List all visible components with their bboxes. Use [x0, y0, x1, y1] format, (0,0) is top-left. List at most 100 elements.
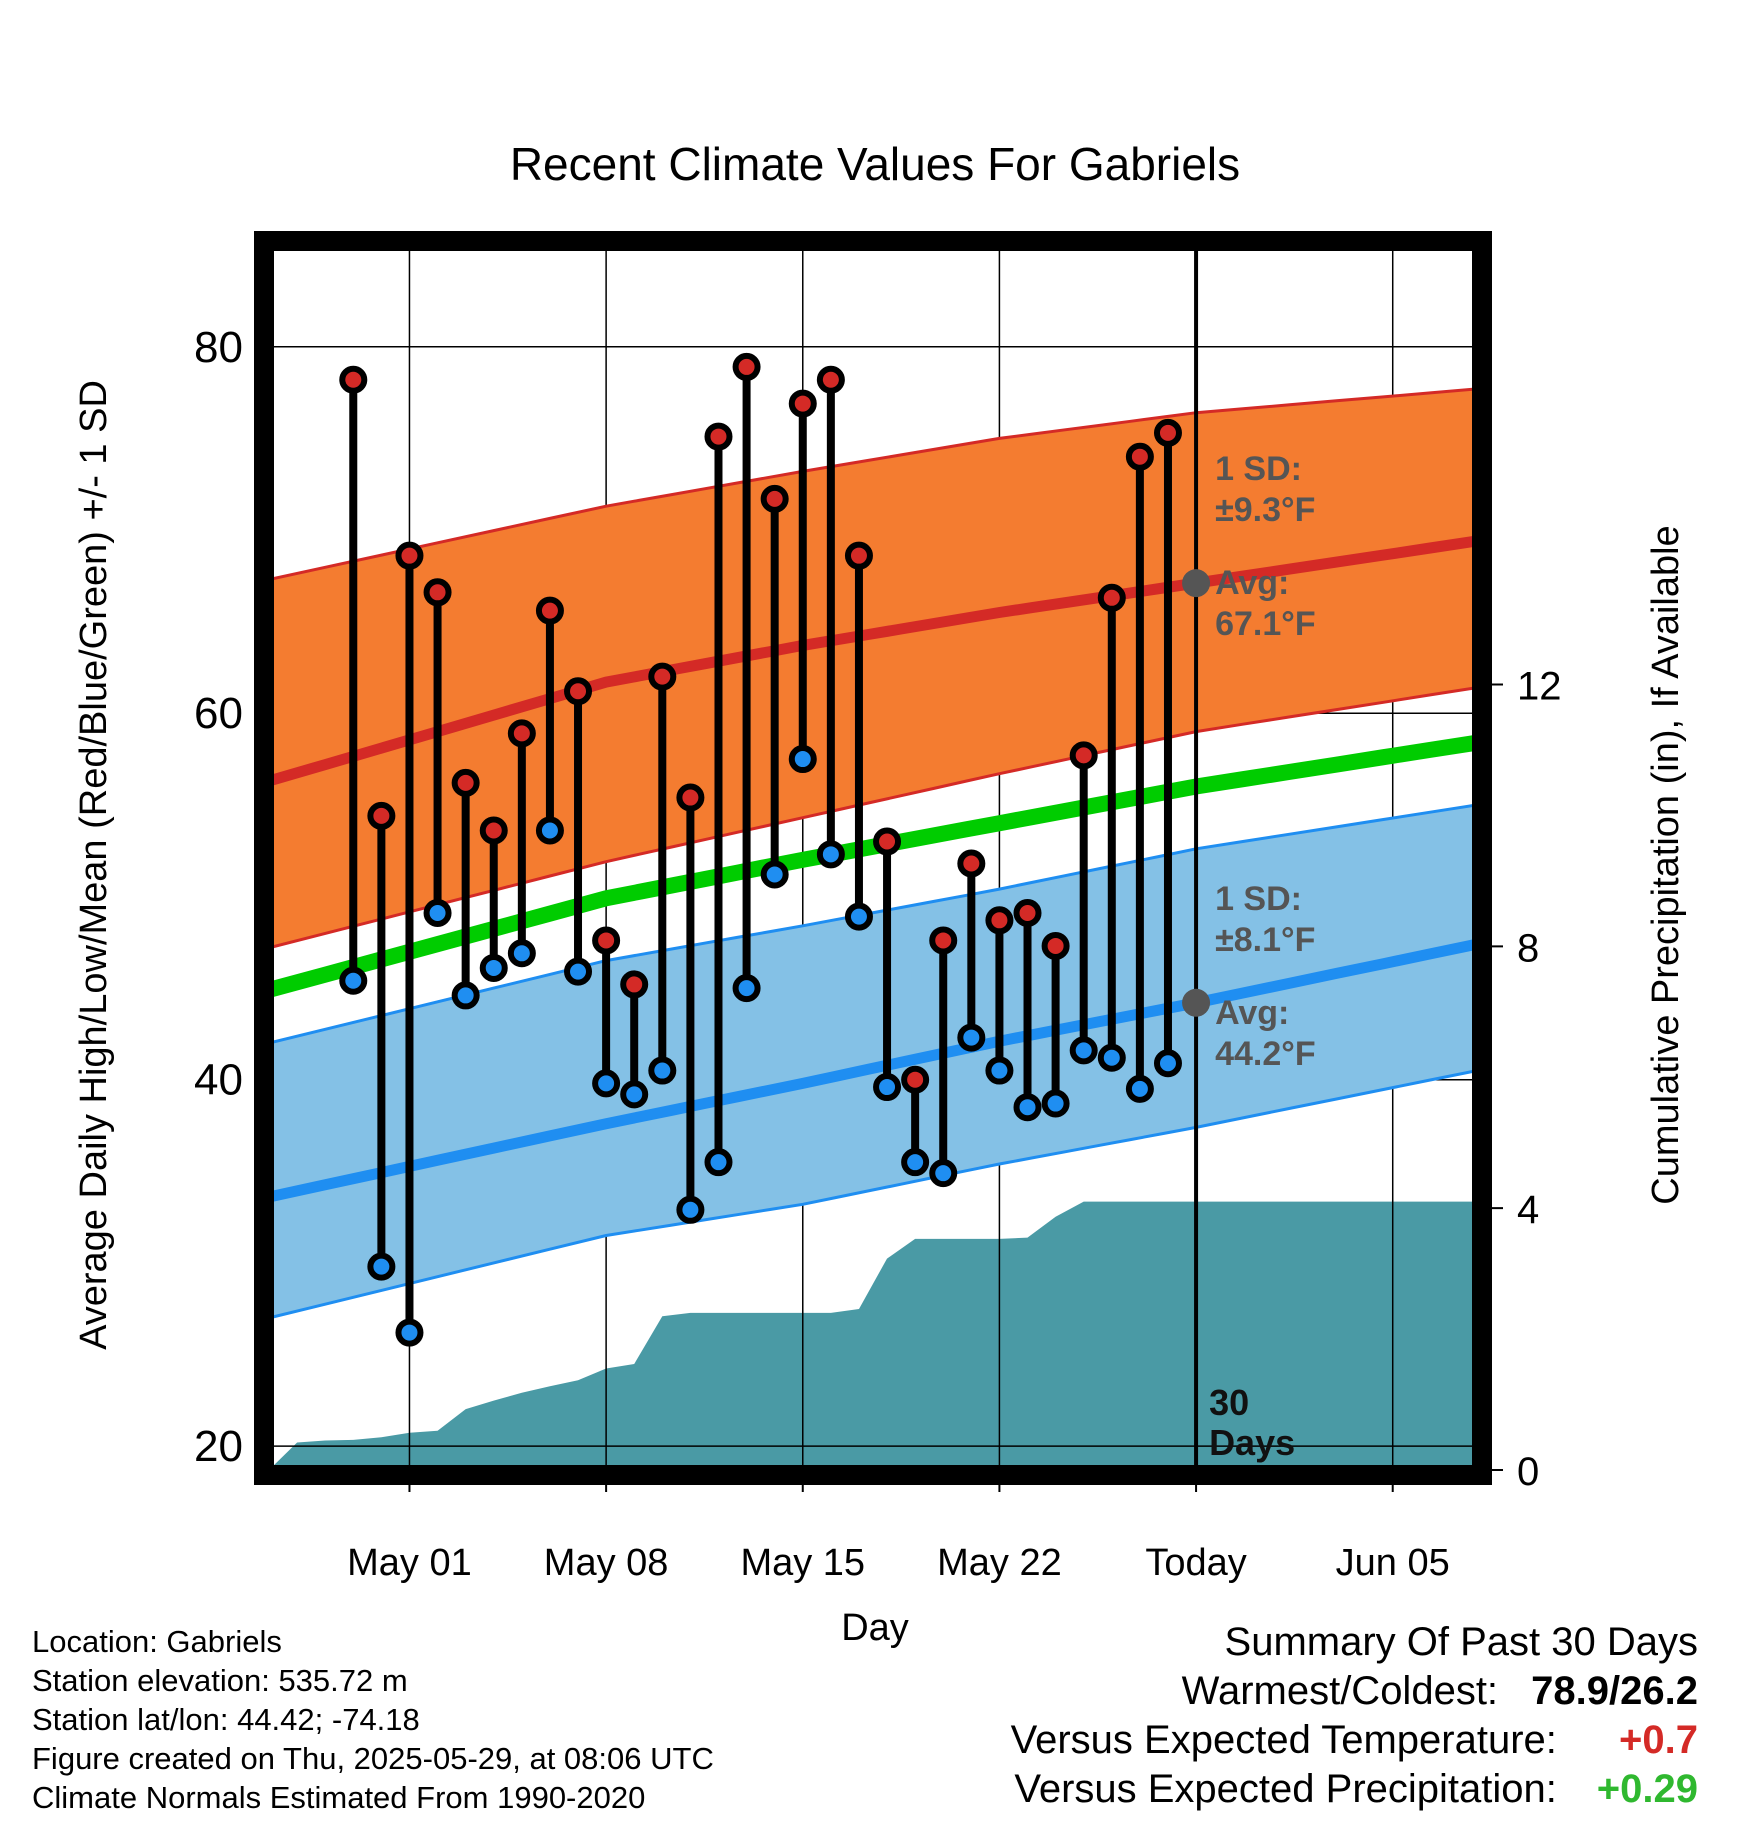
high-point	[620, 970, 649, 999]
temp-versus-label: Versus Expected Temperature:	[1010, 1718, 1557, 1762]
warmest-coldest-label: Warmest/Coldest:	[1181, 1669, 1499, 1713]
high-point	[985, 906, 1014, 935]
x-tick-label: May 15	[740, 1542, 865, 1584]
low-point	[564, 957, 593, 986]
high-point	[395, 541, 424, 570]
high-point	[1069, 741, 1098, 770]
x-tick-label: May 22	[937, 1542, 1062, 1584]
y2-axis-label: Cumulative Precipitation (in), If Availa…	[1645, 525, 1687, 1204]
low-point	[704, 1148, 733, 1177]
high-point	[788, 389, 817, 418]
y-tick-label: 40	[194, 1056, 243, 1105]
y2-tick-label: 12	[1517, 665, 1562, 709]
low-point	[816, 840, 845, 869]
high-point	[535, 596, 564, 625]
low-point	[732, 974, 761, 1003]
low-point	[1097, 1043, 1126, 1072]
y-tick-label: 20	[194, 1422, 243, 1471]
low-point	[760, 860, 789, 889]
low-point	[395, 1318, 424, 1347]
low-normal-line	[269, 938, 1477, 1203]
low-point	[844, 902, 873, 931]
low-point	[676, 1195, 705, 1224]
low-point	[507, 939, 536, 968]
chart-title: Recent Climate Values For Gabriels	[510, 138, 1240, 190]
high-point	[816, 365, 845, 394]
temp-versus-row: Versus Expected Temperature: +0.7	[1011, 1716, 1698, 1765]
high-point	[704, 422, 733, 451]
high_annotation-sd-label: 1 SD:	[1215, 450, 1302, 488]
low-point	[535, 816, 564, 845]
high-point	[507, 719, 536, 748]
low-point	[1153, 1049, 1182, 1078]
plot-inner	[269, 246, 1477, 1470]
high-point	[1041, 931, 1070, 960]
high-point	[929, 926, 958, 955]
high-point	[732, 352, 761, 381]
y2-tick-label: 8	[1517, 926, 1539, 970]
low-point	[788, 745, 817, 774]
low-point	[648, 1056, 677, 1085]
high_annotation-avg-label: Avg:	[1215, 564, 1289, 602]
high-point	[648, 662, 677, 691]
low-point	[479, 953, 508, 982]
high-point	[957, 849, 986, 878]
high-avg-marker	[1182, 569, 1211, 598]
x-tick-label: May 08	[544, 1542, 669, 1584]
today-days-number: 30	[1209, 1382, 1249, 1423]
low-point	[620, 1080, 649, 1109]
low-point	[957, 1023, 986, 1052]
precip-versus-row: Versus Expected Precipitation: +0.29	[1011, 1765, 1698, 1814]
x-axis-label: Day	[841, 1607, 909, 1649]
high-point	[1153, 418, 1182, 447]
low_annotation-sd-label: 1 SD:	[1215, 880, 1302, 918]
high-point	[760, 484, 789, 513]
low-point	[1069, 1036, 1098, 1065]
high-point	[1125, 442, 1154, 471]
x-tick-label: Today	[1145, 1542, 1246, 1584]
low-point	[1125, 1074, 1154, 1103]
precip-versus-label: Versus Expected Precipitation:	[1014, 1767, 1557, 1811]
high-point	[844, 541, 873, 570]
high-point	[1013, 898, 1042, 927]
high-point	[367, 801, 396, 830]
mean-normal-line	[269, 734, 1477, 998]
low-point	[985, 1056, 1014, 1085]
high-point	[451, 768, 480, 797]
high-point	[676, 783, 705, 812]
high-point	[901, 1065, 930, 1094]
y-axis-label: Average Daily High/Low/Mean (Red/Blue/Gr…	[73, 380, 115, 1350]
low-point	[1013, 1093, 1042, 1122]
high_annotation-avg-value: 67.1°F	[1215, 605, 1316, 643]
precip-area	[269, 1201, 1477, 1470]
high-point	[564, 677, 593, 706]
y-tick-label: 80	[194, 323, 243, 372]
y2-tick-label: 0	[1517, 1450, 1539, 1494]
high-point	[339, 365, 368, 394]
low-point	[873, 1073, 902, 1102]
low_annotation-sd-value: ±8.1°F	[1215, 921, 1315, 959]
latlon-text: Station lat/lon: 44.42; -74.18	[32, 1702, 420, 1737]
low-point	[339, 966, 368, 995]
location-text: Location: Gabriels	[32, 1624, 282, 1659]
plot-frame	[254, 231, 1492, 1485]
y-tick-label: 60	[194, 689, 243, 738]
x-tick-label: Jun 05	[1336, 1542, 1450, 1584]
station-info: Location: Gabriels Station elevation: 53…	[32, 1622, 714, 1817]
warmest-coldest-row: Warmest/Coldest: 78.9/26.2	[1011, 1667, 1698, 1716]
high-point	[873, 827, 902, 856]
low-avg-marker	[1182, 988, 1211, 1017]
normals-text: Climate Normals Estimated From 1990-2020	[32, 1780, 646, 1815]
low-point	[367, 1252, 396, 1281]
high_annotation-sd-value: ±9.3°F	[1215, 491, 1315, 529]
x-tick-label: May 01	[347, 1542, 472, 1584]
low-point	[423, 898, 452, 927]
high-point	[1097, 583, 1126, 612]
low-point	[901, 1148, 930, 1177]
created-text: Figure created on Thu, 2025-05-29, at 08…	[32, 1741, 714, 1776]
low-point	[451, 981, 480, 1010]
low-point	[592, 1069, 621, 1098]
summary-title: Summary Of Past 30 Days	[1224, 1620, 1698, 1664]
